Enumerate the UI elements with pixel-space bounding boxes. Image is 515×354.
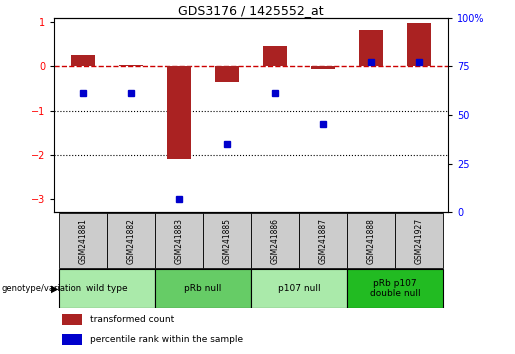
FancyBboxPatch shape [59,213,107,268]
Bar [311,67,335,69]
Bar [167,67,191,159]
Text: wild type: wild type [86,284,128,293]
Text: GSM241927: GSM241927 [415,218,424,264]
Text: pRb p107
double null: pRb p107 double null [370,279,421,298]
Text: GSM241887: GSM241887 [319,218,328,264]
Text: GSM241882: GSM241882 [127,218,135,264]
FancyBboxPatch shape [347,213,395,268]
Bar [407,23,431,67]
Text: pRb null: pRb null [184,284,221,293]
Bar [215,67,239,82]
FancyBboxPatch shape [251,213,299,268]
Bar [119,65,143,67]
Text: GSM241886: GSM241886 [270,218,280,264]
Text: GSM241888: GSM241888 [367,218,375,264]
FancyBboxPatch shape [59,269,155,308]
Text: transformed count: transformed count [90,315,174,324]
Text: percentile rank within the sample: percentile rank within the sample [90,335,243,344]
FancyBboxPatch shape [251,269,347,308]
Bar [62,334,82,345]
Text: GSM241885: GSM241885 [222,218,232,264]
Bar [71,55,95,67]
FancyBboxPatch shape [347,269,443,308]
Text: ▶: ▶ [50,284,58,293]
FancyBboxPatch shape [155,213,203,268]
FancyBboxPatch shape [395,213,443,268]
FancyBboxPatch shape [155,269,251,308]
Bar [62,314,82,325]
FancyBboxPatch shape [203,213,251,268]
Bar [359,30,383,67]
Text: genotype/variation: genotype/variation [1,284,81,293]
FancyBboxPatch shape [107,213,155,268]
Text: GSM241883: GSM241883 [175,218,183,264]
FancyBboxPatch shape [299,213,347,268]
Text: p107 null: p107 null [278,284,320,293]
Title: GDS3176 / 1425552_at: GDS3176 / 1425552_at [178,4,324,17]
Text: GSM241881: GSM241881 [78,218,88,264]
Bar [263,46,287,67]
